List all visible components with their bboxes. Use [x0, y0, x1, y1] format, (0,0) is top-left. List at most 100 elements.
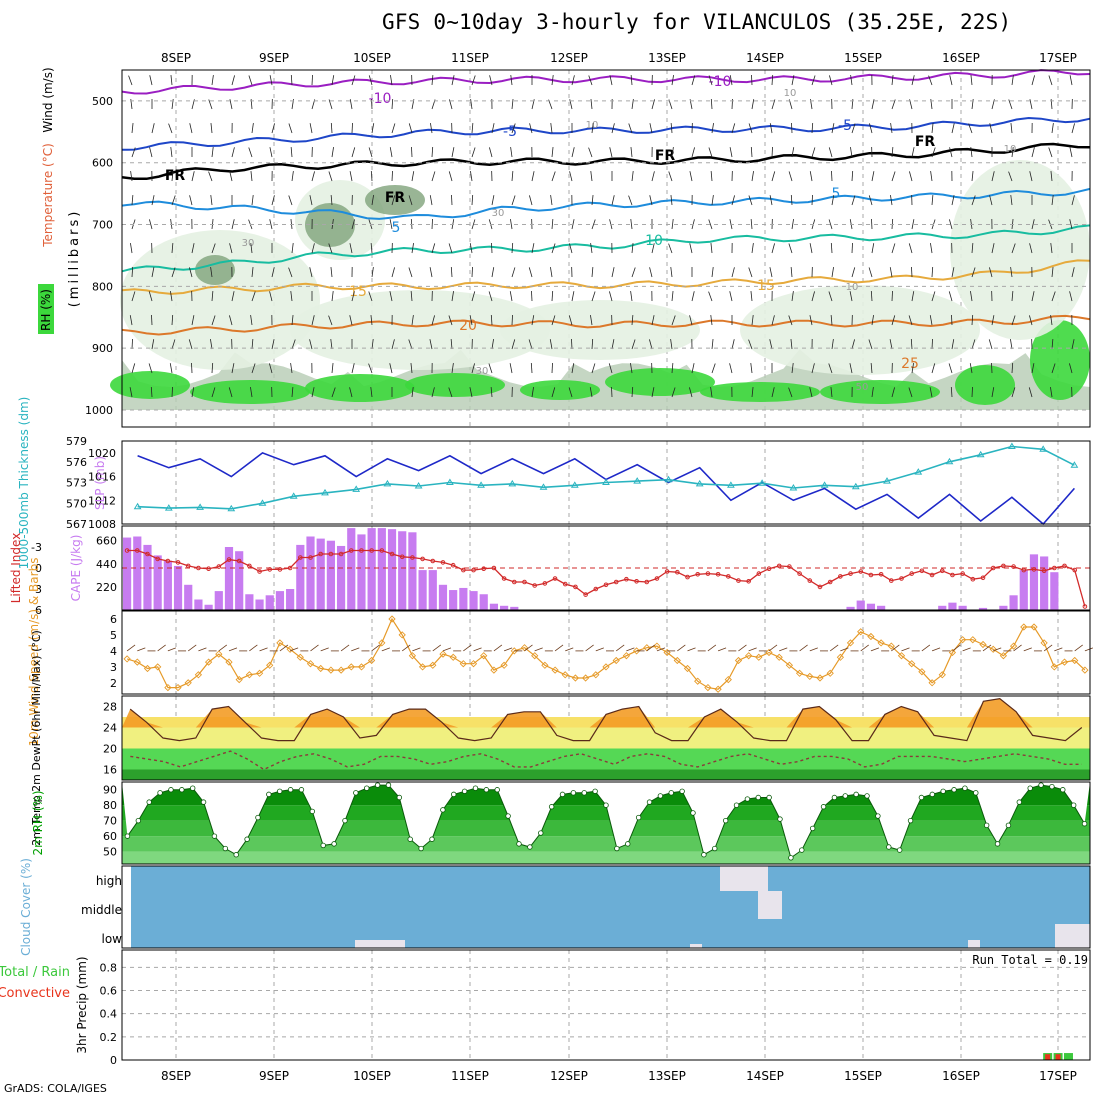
lifted-index-marker: [1052, 565, 1057, 571]
lifted-index-marker: [654, 576, 660, 581]
wind-barb: [631, 315, 634, 326]
wind-barb: [411, 243, 414, 254]
lifted-index-marker: [542, 581, 548, 586]
surface-wind-barb: [554, 644, 564, 652]
wind-speed-marker: [938, 671, 946, 679]
cloud-level-label: middle: [81, 903, 122, 917]
wind-speed-marker: [724, 675, 732, 684]
lifted-index-marker: [766, 566, 772, 572]
wind-barb: [1010, 339, 1013, 350]
rh-marker: [538, 830, 544, 836]
slp-tick-label: 1016: [88, 471, 116, 484]
wind-barb: [490, 387, 493, 398]
time-axis-label-bottom: 17SEP: [1039, 1069, 1077, 1083]
lifted-index-marker: [236, 558, 242, 564]
lifted-index-marker: [889, 578, 894, 583]
cape-bar: [408, 532, 417, 610]
wind-barb: [131, 123, 134, 134]
wind-barb: [951, 123, 955, 134]
temp-tick-label: 16: [103, 764, 117, 777]
convective-bar: [1055, 1054, 1061, 1060]
wind-barb: [809, 171, 813, 182]
wind-barb: [191, 387, 195, 398]
wind-barb: [571, 338, 573, 350]
wind-barb: [551, 147, 554, 158]
wind-barb: [928, 75, 933, 86]
wind-speed-marker: [245, 671, 254, 679]
wind-barb: [131, 147, 136, 158]
wind-barb: [291, 387, 294, 398]
wind-speed-marker: [581, 674, 590, 682]
wind-barb: [1050, 171, 1053, 182]
wind-speed-marker: [541, 661, 549, 669]
wind-barb: [351, 219, 355, 230]
surface-wind-barb: [901, 647, 910, 652]
wind-barb: [711, 195, 714, 206]
lifted-index-marker: [776, 563, 782, 569]
cape-bar: [306, 536, 315, 610]
surface-wind-barb: [931, 647, 941, 652]
wind-barb: [511, 267, 516, 278]
wind-barb: [489, 75, 493, 86]
wind-speed-marker: [439, 650, 447, 658]
cape-bar: [1009, 595, 1018, 610]
wind-barb: [1071, 123, 1075, 134]
lifted-index-marker: [1001, 563, 1006, 569]
wind-barb: [710, 243, 713, 254]
rh-marker: [146, 799, 152, 805]
rh-marker: [809, 825, 816, 832]
lifted-index-marker: [165, 558, 171, 564]
wind-barb: [931, 266, 934, 278]
wind-barb: [771, 387, 775, 398]
cape-bar: [204, 604, 213, 610]
wind-barb: [131, 195, 134, 206]
wind-barb: [210, 195, 213, 206]
lifted-index-marker: [298, 555, 303, 560]
wind-speed-marker: [276, 639, 284, 647]
wind-barb: [891, 387, 895, 398]
panel-border: [121, 440, 1091, 525]
wind-barb: [470, 99, 473, 110]
wind-barb: [451, 75, 455, 86]
thickness-tick-label: 579: [66, 435, 87, 448]
wind-barb: [211, 219, 214, 230]
lifted-index-marker: [257, 569, 262, 574]
wind-speed-marker: [592, 671, 600, 679]
wind-barb: [1051, 195, 1054, 206]
wind-barb: [569, 243, 573, 254]
wind-barb: [951, 267, 955, 278]
lifted-index-marker: [471, 567, 476, 573]
rh-shade-light: [290, 290, 550, 370]
wind-barb: [271, 123, 275, 134]
wind-barb: [771, 99, 776, 110]
lifted-index-tick-label: 0: [35, 562, 42, 575]
lifted-index-marker: [1072, 567, 1078, 573]
cape-bar: [214, 591, 223, 610]
wind-barb: [131, 266, 134, 278]
cape-bar: [398, 531, 407, 610]
wind-barb: [851, 339, 855, 350]
wind-barb: [288, 195, 293, 206]
rh-shade-moist: [405, 373, 505, 397]
surface-wind-barb: [962, 647, 971, 652]
rh-tick-label: 50: [103, 846, 117, 859]
temp-tick-label: 24: [103, 722, 117, 735]
wind-barb: [588, 147, 593, 158]
wind-barb: [571, 147, 575, 158]
cape-bar: [184, 584, 193, 610]
wind-barb: [989, 123, 993, 134]
wind-barb: [531, 171, 535, 182]
wind-barb: [488, 363, 493, 374]
wind-speed-marker: [826, 669, 834, 677]
lifted-index-marker: [511, 579, 517, 585]
surface-wind-barb: [218, 644, 228, 652]
isotherm-label: FR: [655, 148, 676, 164]
rh-axis-label: RH (%): [39, 289, 53, 331]
wind-barb: [251, 123, 254, 134]
wind-barb: [1069, 147, 1073, 158]
wind-barb: [871, 99, 875, 110]
surface-wind-barb: [656, 647, 666, 652]
wind-barb: [831, 339, 834, 350]
wind-barb: [1031, 219, 1035, 230]
wind-barb: [971, 267, 976, 278]
